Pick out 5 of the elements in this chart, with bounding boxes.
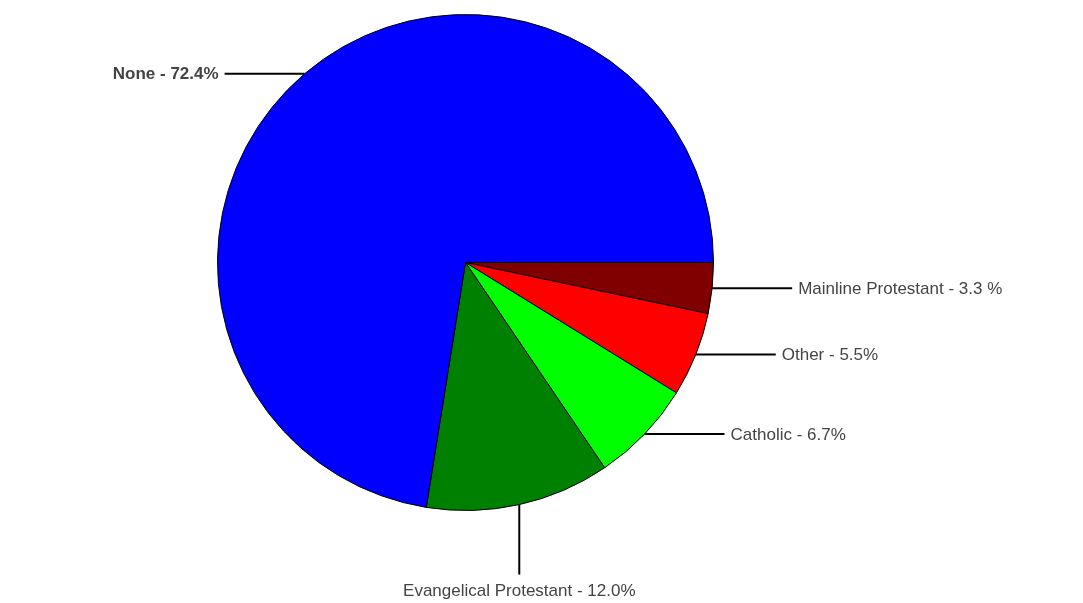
slice-label: Mainline Protestant - 3.3 % [798, 278, 1003, 298]
slice-label: None - 72.4% [112, 64, 219, 84]
slice-label: Evangelical Protestant - 12.0% [403, 580, 636, 600]
slice-label: Other - 5.5% [781, 345, 879, 365]
slice-label: Catholic - 6.7% [730, 424, 846, 444]
